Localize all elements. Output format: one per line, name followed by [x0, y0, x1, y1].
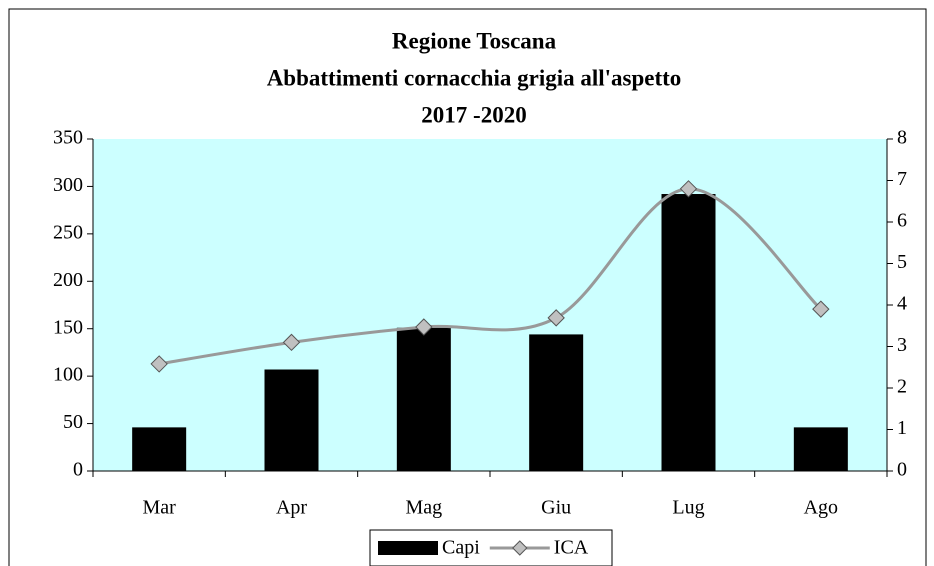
bar [132, 427, 187, 471]
bar [529, 334, 584, 471]
x-tick-label: Mar [143, 497, 177, 519]
y-tick-label: 350 [53, 127, 83, 149]
y2-tick-label: 1 [897, 417, 907, 439]
y-tick-label: 100 [53, 364, 83, 386]
line-marker [282, 333, 301, 352]
chart-subtitle: Abbattimenti cornacchia grigia all'aspet… [267, 65, 682, 90]
y-tick-label: 200 [53, 269, 83, 291]
y2-tick-label: 8 [897, 127, 907, 149]
y2-tick-label: 2 [897, 376, 907, 398]
x-tick-label: Ago [804, 497, 838, 519]
legend-label: ICA [554, 537, 589, 559]
x-tick-label: Apr [276, 497, 307, 519]
plot-area [93, 139, 887, 471]
bar [264, 369, 319, 471]
bar [661, 194, 716, 471]
legend-swatch [512, 540, 528, 556]
line-marker [812, 300, 830, 318]
y2-tick-label: 3 [897, 334, 907, 356]
y2-tick-label: 6 [897, 210, 907, 232]
x-tick-label: Giu [541, 497, 571, 519]
line-marker [150, 355, 168, 373]
y-tick-label: 0 [73, 459, 83, 481]
bar [793, 427, 848, 471]
y2-tick-label: 0 [897, 459, 907, 481]
y2-tick-label: 5 [897, 251, 907, 273]
x-tick-label: Mag [405, 497, 442, 519]
x-tick-label: Lug [672, 497, 704, 519]
legend-swatch [378, 541, 438, 555]
line-marker [547, 309, 565, 327]
bar [396, 327, 451, 471]
y-tick-label: 50 [63, 411, 83, 433]
y-tick-label: 250 [53, 221, 83, 243]
y2-tick-label: 4 [897, 293, 907, 315]
legend-label: Capi [442, 537, 480, 559]
chart-subtitle: 2017 -2020 [421, 102, 526, 127]
y-tick-label: 300 [53, 174, 83, 196]
y-tick-label: 150 [53, 316, 83, 338]
chart-title: Regione Toscana [392, 28, 557, 53]
line-marker [415, 318, 433, 336]
y2-tick-label: 7 [897, 168, 907, 190]
line-marker [679, 180, 698, 198]
